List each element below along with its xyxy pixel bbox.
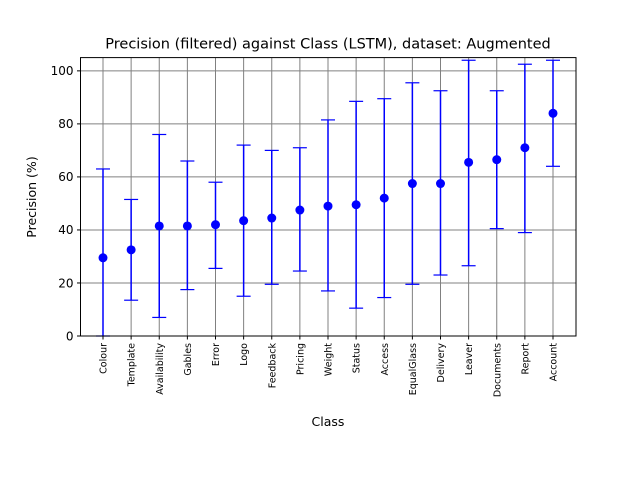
x-tick-label: Logo [239, 343, 250, 366]
y-tick-label: 40 [58, 223, 73, 237]
chart-title: Precision (filtered) against Class (LSTM… [105, 37, 550, 53]
x-axis-label: Class [312, 414, 345, 429]
x-tick-label: Error [211, 343, 222, 366]
x-tick-label: Gables [183, 343, 194, 376]
x-tick-label: Status [352, 343, 363, 373]
x-tick-label: Feedback [267, 343, 278, 389]
x-tick-label: Colour [99, 343, 110, 374]
x-tick-label: Weight [324, 343, 335, 376]
x-tick-label: Report [520, 343, 531, 375]
x-tick-label: Delivery [436, 343, 447, 383]
point-layer [98, 108, 558, 263]
y-axis: 0 20 40 60 80 100 [51, 64, 81, 343]
data-point [464, 157, 474, 167]
data-point [239, 216, 249, 226]
x-tick-label: Template [127, 343, 138, 388]
data-point [126, 245, 136, 255]
data-point [436, 179, 445, 189]
x-tick-label: EqualGlass [408, 343, 419, 395]
x-axis: Colour Template Availability Gables Error Log… [99, 336, 560, 397]
y-tick-label: 100 [51, 64, 74, 78]
data-point [267, 213, 277, 223]
x-tick-label: Access [380, 343, 391, 376]
data-point [520, 143, 530, 153]
x-tick-label: Documents [492, 343, 503, 397]
x-tick-label: Leaver [464, 343, 475, 375]
data-point [351, 200, 361, 210]
x-tick-label: Pricing [295, 343, 306, 375]
y-tick-label: 0 [66, 329, 74, 343]
x-tick-label: Availability [155, 343, 166, 395]
error-bar [96, 168, 110, 337]
x-tick-label: Account [549, 343, 560, 382]
y-tick-label: 80 [58, 117, 73, 131]
data-point [492, 155, 502, 165]
data-point [407, 179, 417, 189]
data-point [182, 221, 192, 231]
y-axis-label: Precision (%) [24, 156, 39, 237]
y-tick-label: 60 [58, 170, 73, 184]
y-tick-label: 20 [58, 276, 73, 290]
data-point [379, 193, 389, 203]
data-point [548, 108, 558, 118]
data-point [211, 220, 220, 230]
data-point [323, 201, 333, 211]
data-point [154, 221, 164, 231]
data-point [98, 253, 108, 263]
data-point [295, 205, 305, 215]
